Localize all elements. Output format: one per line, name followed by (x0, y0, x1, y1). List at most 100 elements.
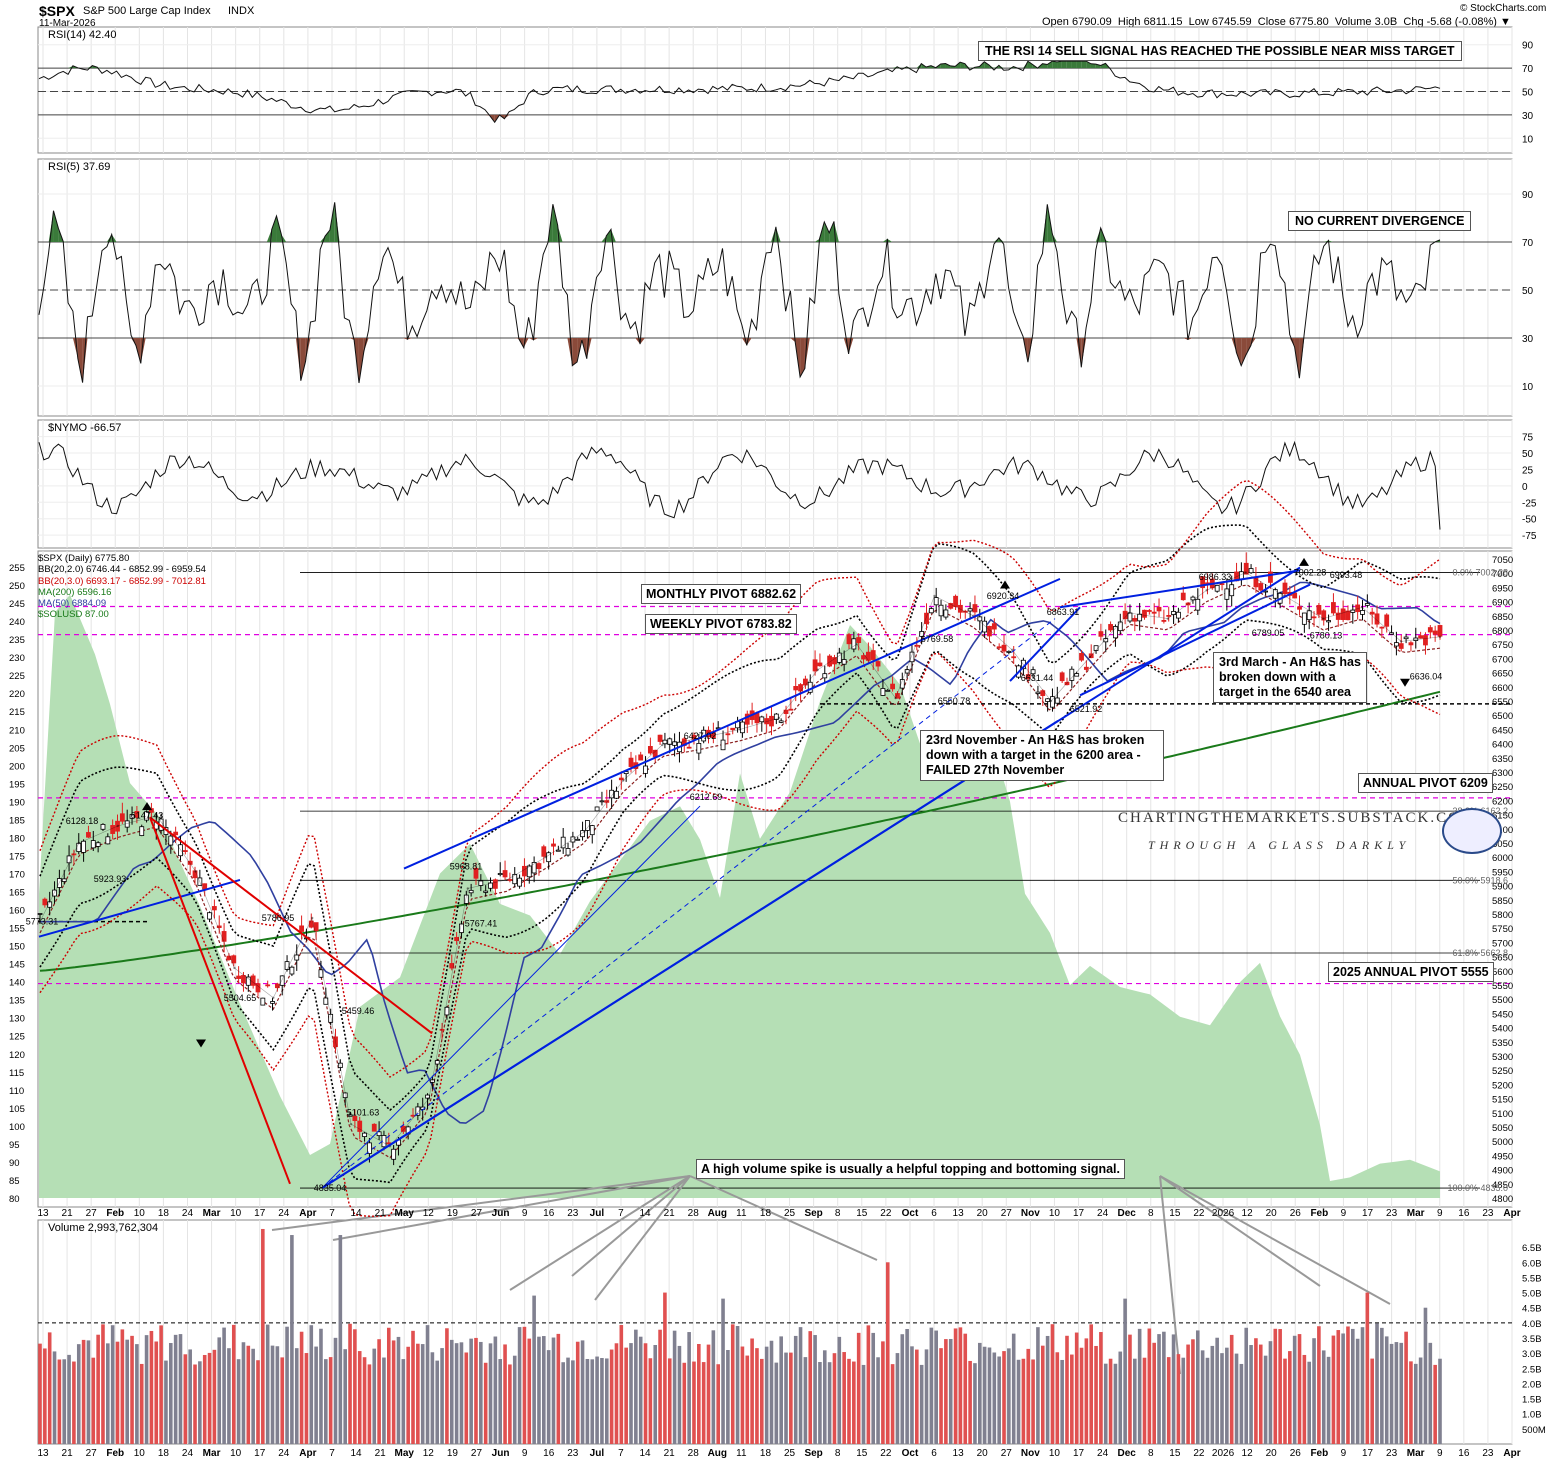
volume-date-tick-label: 19 (447, 1448, 459, 1459)
volume-callout-line (689, 1175, 878, 1261)
volume-bar-up (638, 1336, 643, 1444)
candle-up (919, 631, 925, 637)
rsi5-axis-tick: 30 (1522, 334, 1534, 345)
candle-up (105, 836, 111, 845)
candle-up (1413, 637, 1419, 641)
volume-bar-down (207, 1352, 212, 1444)
volume-bar-down (47, 1332, 52, 1444)
volume-bar-up (992, 1352, 997, 1444)
date-tick-label: 21 (664, 1208, 676, 1219)
close-point (505, 878, 508, 882)
candle-up (342, 1092, 348, 1099)
date-tick-label: 28 (688, 1208, 700, 1219)
candle-down (1011, 656, 1017, 659)
volume-bar-down (1254, 1338, 1258, 1444)
nymo-line (38, 440, 1441, 530)
price-legend-bb3: BB(20,3.0) 6693.17 - 6852.99 - 7012.81 (38, 575, 206, 587)
candle-up (943, 609, 949, 618)
candle-down (802, 678, 808, 686)
candle-up (1229, 584, 1235, 597)
date-tick-label: 16 (543, 1208, 555, 1219)
candle-down (958, 604, 963, 613)
candle-up (444, 1006, 450, 1016)
volume-bar-down (508, 1364, 512, 1444)
volume-date-tick-label: 2026 (1212, 1448, 1235, 1459)
volume-bar-down (101, 1324, 105, 1444)
rsi5-overbought-fill (606, 229, 612, 242)
rsi5-oversold-fill (843, 338, 849, 354)
candle-down (1340, 608, 1346, 620)
sol-axis-tick: 90 (9, 1158, 20, 1169)
volume-date-tick-label: 10 (230, 1448, 242, 1459)
volume-bar-down (96, 1334, 100, 1444)
sol-axis-tick: 255 (9, 563, 25, 574)
volume-bar-up (895, 1353, 900, 1444)
close-point (349, 1122, 353, 1126)
rsi5-overbought-fill (829, 221, 835, 242)
volume-callout-line (1159, 1175, 1181, 1375)
volume-bar-up (227, 1348, 231, 1444)
candle-up (478, 880, 484, 886)
volume-bar-up (135, 1344, 139, 1444)
volume-bar-down (609, 1349, 614, 1444)
volume-bar-up (198, 1361, 202, 1444)
candle-up (667, 738, 673, 745)
rsi14-axis-tick: 50 (1522, 88, 1534, 99)
candle-up (260, 997, 266, 1006)
volume-bar-up (1399, 1342, 1404, 1444)
volume-bar-down (643, 1343, 648, 1444)
volume-bar-down (464, 1352, 469, 1444)
candle-up (575, 838, 581, 841)
date-tick-label: 12 (423, 1208, 435, 1219)
sol-axis-tick: 135 (9, 996, 25, 1007)
volume-axis-tick: 500M (1522, 1425, 1546, 1436)
down-arrow-icon (1400, 678, 1410, 687)
volume-bar-up (1375, 1323, 1379, 1444)
volume-date-tick-label: 18 (760, 1448, 772, 1459)
price-axis-tick: 6750 (1492, 640, 1513, 651)
volume-bar-down (416, 1343, 420, 1444)
candle-down (522, 865, 527, 877)
rsi14-legend: RSI(14) 42.40 (48, 29, 116, 41)
candle-down (1132, 618, 1138, 622)
price-value-label: 6636.04 (1410, 672, 1443, 682)
date-tick-label: Mar (203, 1208, 221, 1219)
price-axis-tick: 6800 (1492, 626, 1513, 637)
volume-bar-up (532, 1295, 536, 1444)
candle-up (1224, 588, 1230, 600)
rsi5-overbought-fill (63, 241, 69, 242)
close-point (194, 870, 197, 873)
volume-bar-down (154, 1341, 159, 1444)
rsi5-oversold-fill (1187, 338, 1193, 340)
candle-down (890, 683, 895, 690)
candle-up (1113, 626, 1118, 639)
volume-date-tick-label: 16 (543, 1448, 555, 1459)
candle-down (691, 734, 697, 740)
volume-callout-line (271, 1175, 691, 1231)
volume-bar-down (1317, 1326, 1321, 1444)
volume-bar-up (435, 1360, 440, 1444)
rsi14-overbought-fill (994, 65, 999, 69)
volume-bar-down (522, 1326, 527, 1444)
volume-date-tick-label: 16 (1458, 1448, 1470, 1459)
rsi5-axis-tick: 10 (1522, 382, 1534, 393)
volume-date-tick-label: 28 (688, 1448, 700, 1459)
sol-axis-tick: 185 (9, 815, 25, 826)
nymo-axis-tick: 75 (1522, 433, 1534, 444)
candle-down (1156, 606, 1162, 612)
volume-bar-up (1210, 1345, 1215, 1444)
up-arrow-icon (1000, 580, 1010, 589)
volume-bar-up (813, 1335, 817, 1444)
candle-down (1122, 610, 1128, 620)
price-value-label: 6789.05 (1252, 628, 1285, 638)
date-tick-label: 15 (1169, 1208, 1181, 1219)
price-axis-tick: 6000 (1492, 853, 1513, 864)
close-series-line (39, 572, 1441, 1147)
candle-up (391, 1148, 397, 1160)
bb2-upper (39, 524, 1441, 1112)
candle-down (769, 715, 774, 727)
candle-down (987, 625, 992, 637)
candle-down (536, 863, 542, 869)
candle-down (1059, 672, 1065, 682)
volume-axis-tick: 4.0B (1522, 1319, 1542, 1330)
